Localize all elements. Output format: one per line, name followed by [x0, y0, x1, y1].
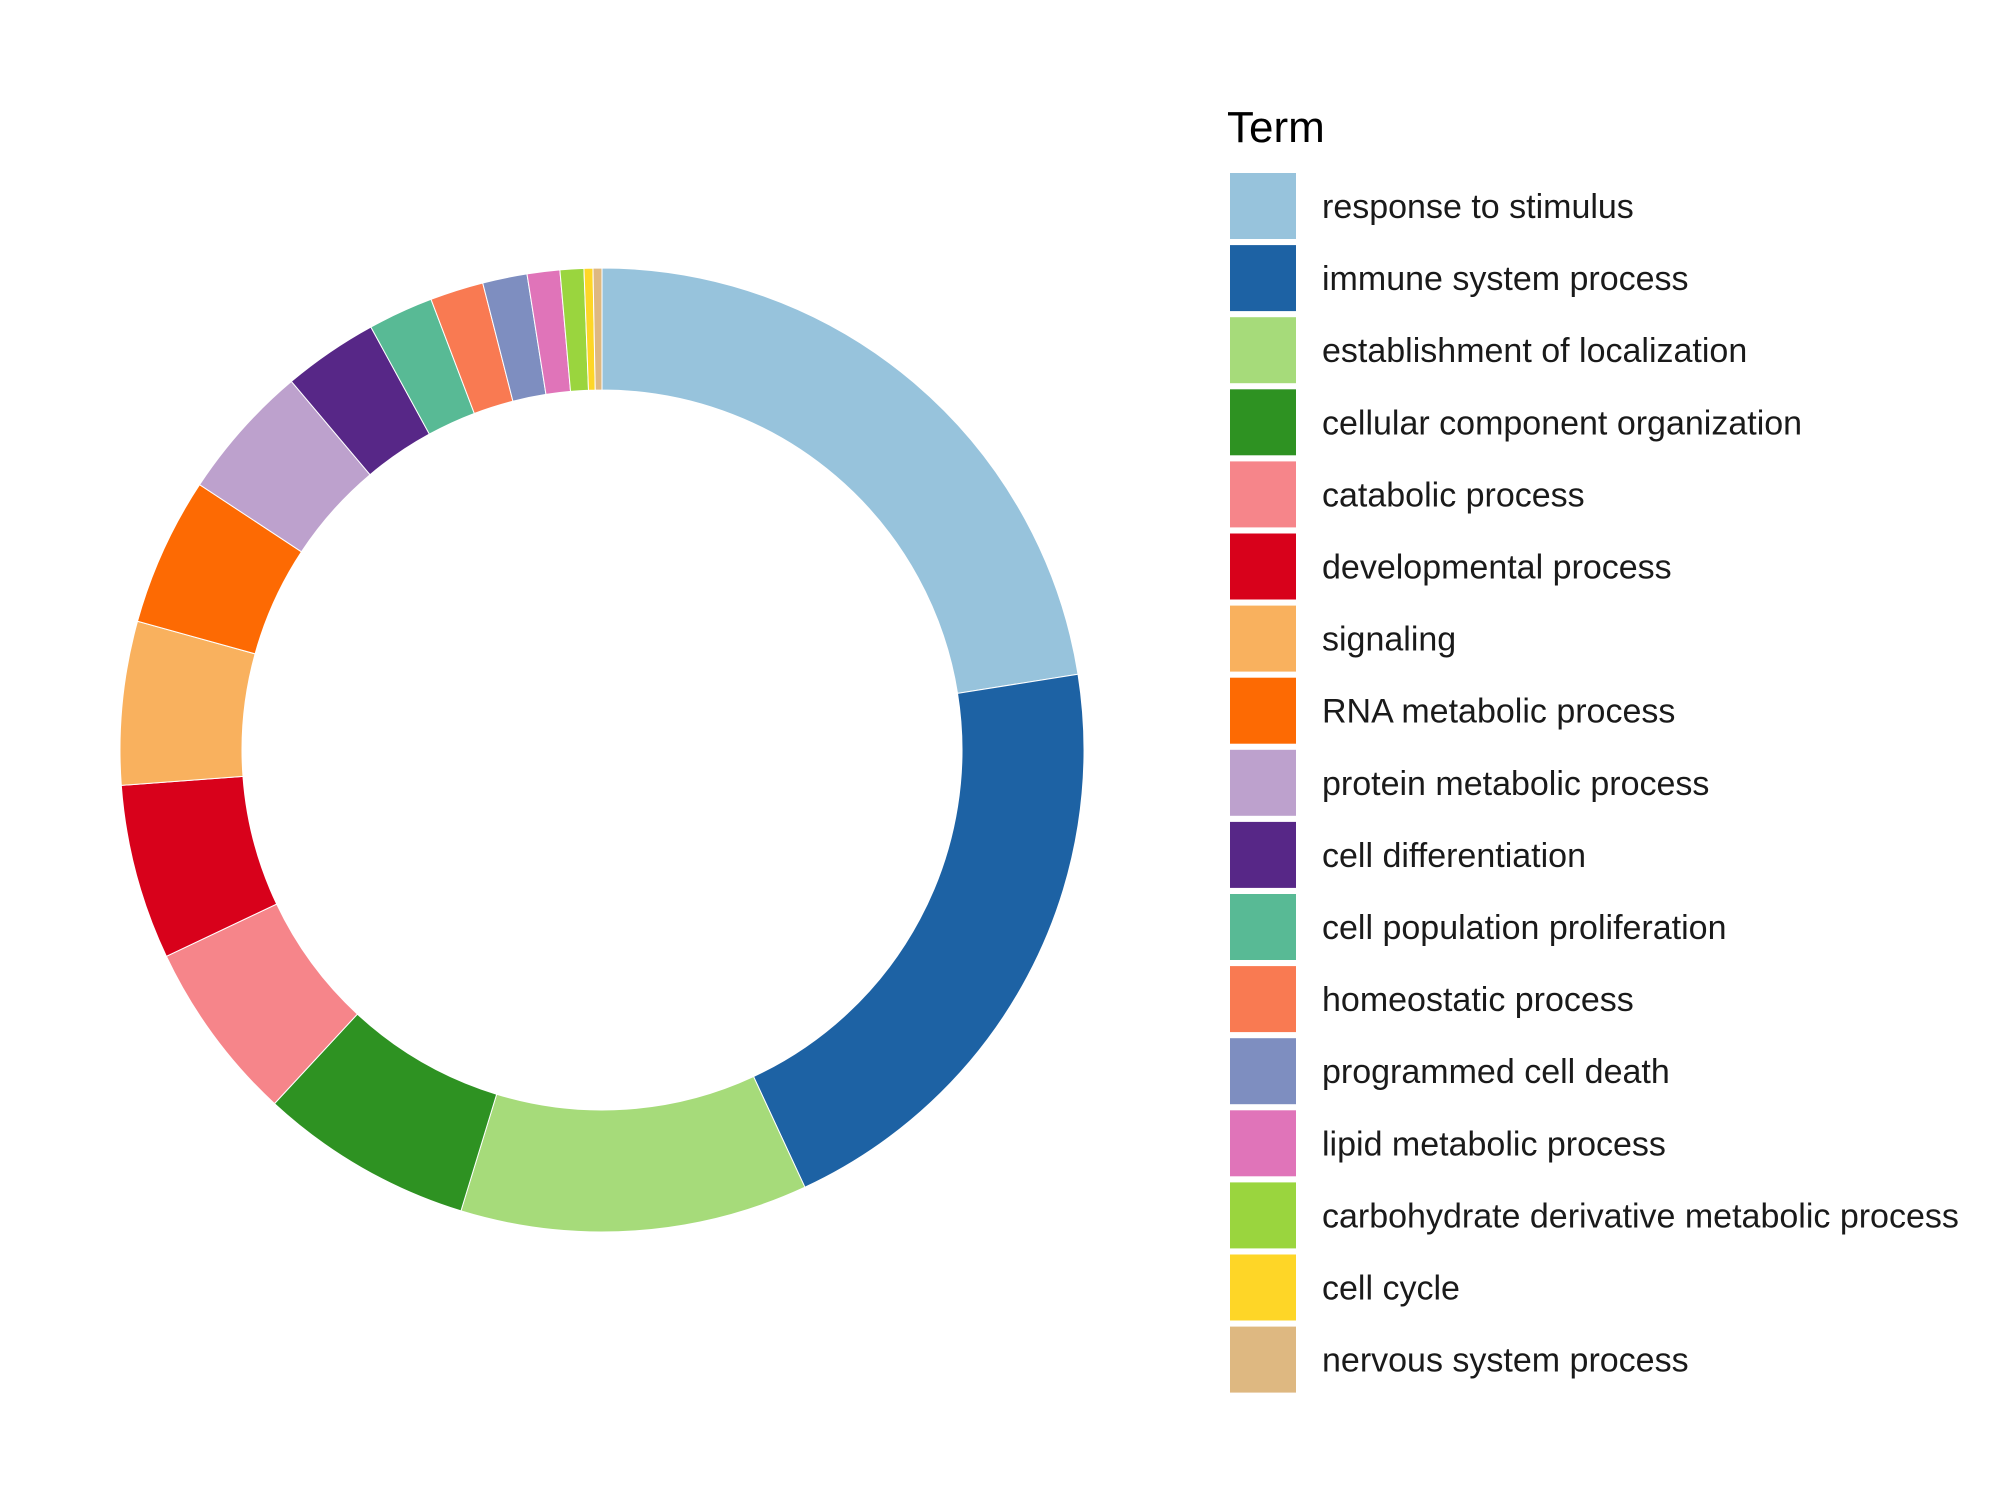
legend-key-12: [1230, 966, 1296, 1033]
legend-key-10: [1230, 821, 1296, 888]
legend-label-8: RNA metabolic process: [1322, 693, 1675, 731]
legend-label-10: cell differentiation: [1322, 837, 1586, 875]
legend-key-11: [1230, 894, 1296, 960]
legend-items: response to stimulus immune system proces…: [1230, 173, 1959, 1393]
legend-label-12: homeostatic process: [1322, 981, 1634, 1019]
legend-title: Term: [1227, 103, 1325, 152]
legend-label-1: response to stimulus: [1322, 188, 1634, 226]
legend-key-5: [1230, 461, 1296, 528]
donut-slice-3: [460, 1075, 806, 1233]
legend-key-6: [1230, 533, 1296, 600]
legend-key-14: [1230, 1110, 1296, 1177]
legend-key-9: [1230, 749, 1296, 816]
legend-label-16: cell cycle: [1322, 1270, 1460, 1308]
legend-label-14: lipid metabolic process: [1322, 1125, 1666, 1163]
donut-slice-1: [601, 267, 1079, 694]
donut-slices: [119, 267, 1085, 1233]
donut-slice-2: [752, 673, 1085, 1188]
legend-key-2: [1230, 245, 1296, 312]
legend-label-13: programmed cell death: [1322, 1053, 1670, 1091]
legend: Term response to stimulus immune system p…: [1227, 103, 1959, 1393]
legend-label-11: cell population proliferation: [1322, 909, 1726, 947]
legend-label-9: protein metabolic process: [1322, 765, 1709, 803]
legend-label-6: developmental process: [1322, 549, 1672, 587]
legend-label-7: signaling: [1322, 621, 1456, 659]
legend-key-7: [1230, 605, 1296, 672]
legend-label-4: cellular component organization: [1322, 404, 1802, 442]
legend-key-8: [1230, 677, 1296, 744]
legend-label-17: nervous system process: [1322, 1342, 1689, 1380]
legend-key-17: [1230, 1326, 1296, 1393]
legend-label-3: establishment of localization: [1322, 332, 1747, 370]
legend-key-16: [1230, 1254, 1296, 1321]
legend-key-3: [1230, 317, 1296, 384]
legend-key-13: [1230, 1038, 1296, 1105]
legend-key-4: [1230, 389, 1296, 456]
legend-key-1: [1230, 173, 1296, 239]
legend-key-15: [1230, 1182, 1296, 1249]
donut-slice-17: [592, 267, 603, 391]
legend-label-15: carbohydrate derivative metabolic proces…: [1322, 1197, 1959, 1235]
legend-label-5: catabolic process: [1322, 476, 1585, 514]
legend-label-2: immune system process: [1322, 260, 1689, 298]
